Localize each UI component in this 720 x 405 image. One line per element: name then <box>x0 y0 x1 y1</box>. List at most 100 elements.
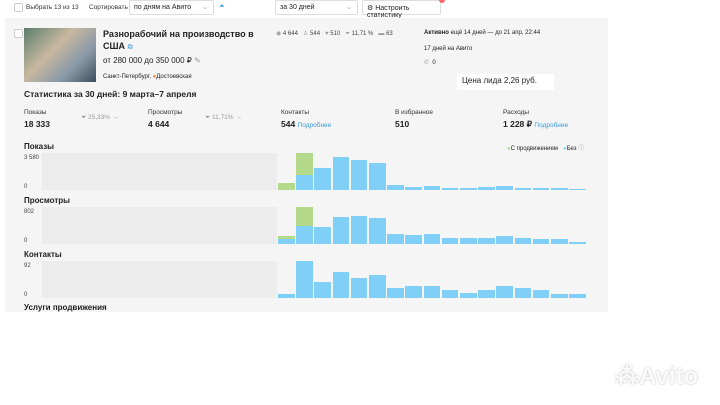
bar-plain[interactable] <box>551 187 568 190</box>
stat-label: В избранное <box>395 109 434 116</box>
bar-promoted[interactable] <box>296 153 313 175</box>
info-icon[interactable]: ⓘ <box>578 146 585 152</box>
stat-value: 4 644 <box>148 119 170 129</box>
bar-plain[interactable] <box>387 234 404 244</box>
bar-plain[interactable] <box>405 286 422 298</box>
funnel-icon: ⏷ <box>81 114 87 121</box>
configure-stats-label: Настроить статистику <box>367 5 410 19</box>
views-count: 4 644 <box>282 31 298 37</box>
select-all-checkbox[interactable] <box>14 3 23 12</box>
bar-plain[interactable] <box>478 237 495 244</box>
stat-0: Показы 18 333 <box>24 109 50 129</box>
bar-plain[interactable] <box>332 157 350 190</box>
bar-plain[interactable] <box>460 292 477 298</box>
chart-empty-area <box>42 261 277 298</box>
bar-plain[interactable] <box>569 189 586 190</box>
listing-checkbox[interactable] <box>14 29 23 38</box>
bar-plain[interactable] <box>532 290 550 298</box>
contacts-count: 544 <box>310 31 321 37</box>
bar-plain[interactable] <box>496 286 513 298</box>
listing-title[interactable]: Разнорабочий на производство в США ⧉ <box>103 29 254 51</box>
stat-1: Просмотры 4 644 <box>148 109 182 129</box>
bar-plain[interactable] <box>314 168 331 190</box>
bar-plain[interactable] <box>441 237 459 244</box>
y-min-label: 0 <box>24 184 28 190</box>
bar-plain[interactable] <box>532 239 550 244</box>
bar-plain[interactable] <box>350 278 368 298</box>
chart-title: Показы <box>24 142 54 151</box>
bar-plain[interactable] <box>514 238 532 244</box>
bar-plain[interactable] <box>405 186 422 190</box>
bar-plain[interactable] <box>460 237 477 244</box>
conversion-value: 11,71 % <box>351 31 374 37</box>
stat-value: 1 228 ₽ Подробнее <box>503 119 569 129</box>
bar-plain[interactable] <box>569 241 586 244</box>
bar-plain[interactable] <box>514 187 532 190</box>
bar-plain[interactable] <box>460 187 477 190</box>
stat-3: В избранное 510 <box>395 109 433 129</box>
bar-plain[interactable] <box>569 294 586 298</box>
stat-value: 544 Подробнее <box>281 119 332 129</box>
period-value: за 30 дней <box>280 4 315 11</box>
bar-plain[interactable] <box>369 163 386 190</box>
bar-plain[interactable] <box>551 293 568 298</box>
person-icon: ♙ <box>302 31 309 37</box>
bar-plain[interactable] <box>278 239 295 244</box>
chart-empty-area <box>42 207 277 244</box>
bar-plain[interactable] <box>332 217 350 244</box>
bar-promoted[interactable] <box>278 236 295 240</box>
bar-plain[interactable] <box>496 186 513 190</box>
phone-icon: ✆ <box>424 60 430 66</box>
bar-plain[interactable] <box>350 160 368 190</box>
eye-icon: ◉ <box>276 31 282 37</box>
bar-plain[interactable] <box>387 184 404 190</box>
bar-plain[interactable] <box>296 261 313 298</box>
bar-plain[interactable] <box>423 186 441 190</box>
edit-icon[interactable]: ✎ <box>194 56 201 65</box>
chart-empty-area <box>42 153 277 190</box>
sort-select[interactable]: по дням на Авито ⌄ <box>129 0 214 15</box>
bar-promoted[interactable] <box>296 207 313 227</box>
bar-plain[interactable] <box>387 287 404 298</box>
chart-title: Просмотры <box>24 196 71 205</box>
bar-plain[interactable] <box>423 234 441 244</box>
calls-count: ✆ 0 <box>424 60 436 66</box>
bar-plain[interactable] <box>496 236 513 244</box>
listing-photo[interactable] <box>24 28 96 82</box>
bar-plain[interactable] <box>369 274 386 298</box>
external-link-icon[interactable]: ⧉ <box>127 44 133 51</box>
bar-plain[interactable] <box>441 289 459 298</box>
bar-plain[interactable] <box>441 187 459 190</box>
bar-plain[interactable] <box>478 290 495 298</box>
bar-plain[interactable] <box>296 226 313 244</box>
y-max-label: 3 580 <box>24 155 40 161</box>
bar-plain[interactable] <box>405 234 422 244</box>
stat-label: Расходы <box>503 109 530 116</box>
bar-plain[interactable] <box>551 238 568 244</box>
sort-label: Сортировать <box>89 4 128 11</box>
bar-plain[interactable] <box>314 226 331 244</box>
details-link[interactable]: Подробнее <box>297 122 332 129</box>
bar-plain[interactable] <box>478 187 495 190</box>
arrow-right-icon: → <box>111 114 119 121</box>
bar-plain[interactable] <box>514 287 532 298</box>
bar-plain[interactable] <box>423 286 441 298</box>
bar-plain[interactable] <box>278 293 295 298</box>
stat-change: ⏷ 25,33% → <box>81 114 119 121</box>
period-select[interactable]: за 30 дней ⌄ <box>275 0 358 15</box>
promo-services-title: Услуги продвижения <box>24 303 107 312</box>
bar-plain[interactable] <box>350 216 368 244</box>
bar-plain[interactable] <box>532 188 550 190</box>
stat-value: 18 333 <box>24 119 50 129</box>
message-icon: ▬ <box>378 31 385 37</box>
bar-plain[interactable] <box>369 218 386 244</box>
bar-plain[interactable] <box>332 272 350 298</box>
bar-plain[interactable] <box>296 174 313 190</box>
bar-promoted[interactable] <box>278 183 295 190</box>
configure-stats-button[interactable]: ⚙ Настроить статистику <box>362 0 441 19</box>
sort-direction-icon[interactable]: ⏶ <box>219 3 225 10</box>
legend-promoted: С продвижением <box>510 146 558 152</box>
details-link[interactable]: Подробнее <box>534 122 569 129</box>
lead-price-note: Цена лида 2,26 руб. <box>457 74 554 90</box>
bar-plain[interactable] <box>314 281 331 298</box>
